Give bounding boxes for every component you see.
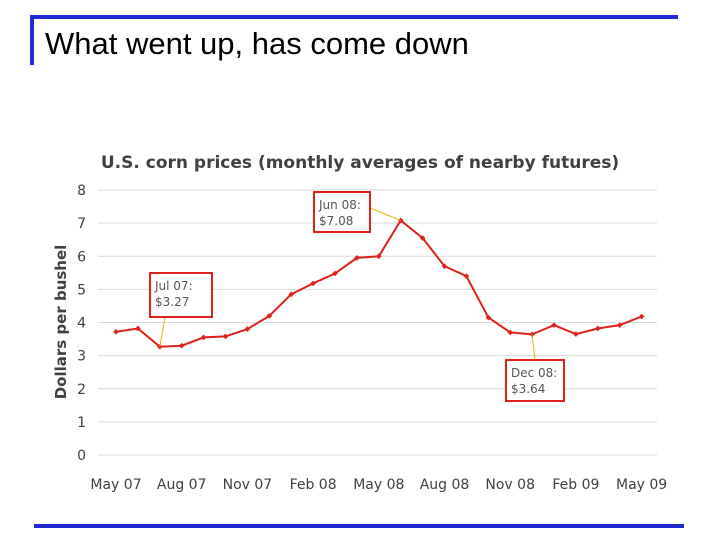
title-left-rule [30,15,34,65]
y-tick-label: 8 [77,183,86,199]
price-point [507,329,514,336]
footer-rule [34,524,684,528]
price-point [222,333,229,340]
callout-leader [531,334,536,361]
price-point [332,270,338,277]
slide-title: What went up, has come down [45,26,469,61]
callout-leader [369,207,401,221]
price-point [441,263,448,270]
price-point [354,255,360,261]
callout-value: $3.27 [155,295,189,309]
x-tick-label: Aug 07 [157,477,207,493]
y-tick-label: 4 [77,316,86,332]
callout-value: $3.64 [511,382,545,396]
price-point [244,326,251,332]
y-tick-label: 7 [77,216,86,232]
y-tick-label: 0 [77,448,86,464]
price-point [266,313,273,319]
price-point [375,253,382,260]
price-point [178,342,185,349]
x-tick-label: May 09 [616,477,667,493]
x-tick-label: Nov 07 [223,477,273,493]
x-tick-label: May 08 [353,477,404,493]
chart-title: U.S. corn prices (monthly averages of ne… [101,153,619,173]
y-tick-label: 6 [77,249,86,265]
x-tick-label: Feb 08 [290,477,337,493]
price-point [200,334,207,341]
price-point [288,291,295,298]
title-top-rule [30,15,678,19]
y-tick-label: 2 [77,382,86,398]
callout-label: Jul 07: [154,279,193,293]
price-point [463,273,470,279]
price-point [594,325,601,332]
callout-value: $7.08 [319,214,353,228]
y-tick-label: 5 [77,282,86,298]
x-tick-label: May 07 [90,477,141,493]
price-point [310,280,316,287]
callout-box [313,191,371,233]
y-tick-label: 3 [77,349,86,365]
price-point [551,322,557,328]
x-tick-label: Nov 08 [485,477,535,493]
x-tick-label: Feb 09 [552,477,599,493]
callout-label: Dec 08: [511,366,557,380]
callout-leader [159,316,166,347]
callout-box [505,359,565,402]
x-tick-label: Aug 08 [420,477,470,493]
price-point [573,331,579,337]
price-point [113,328,119,335]
price-point [638,313,645,320]
callout-label: Jun 08: [318,198,361,212]
callout-box [149,272,213,318]
price-point [419,235,426,241]
y-axis-label: Dollars per bushel [52,245,70,400]
price-point [135,325,141,332]
price-point [485,314,492,321]
price-point [616,322,623,328]
y-tick-label: 1 [77,415,86,431]
